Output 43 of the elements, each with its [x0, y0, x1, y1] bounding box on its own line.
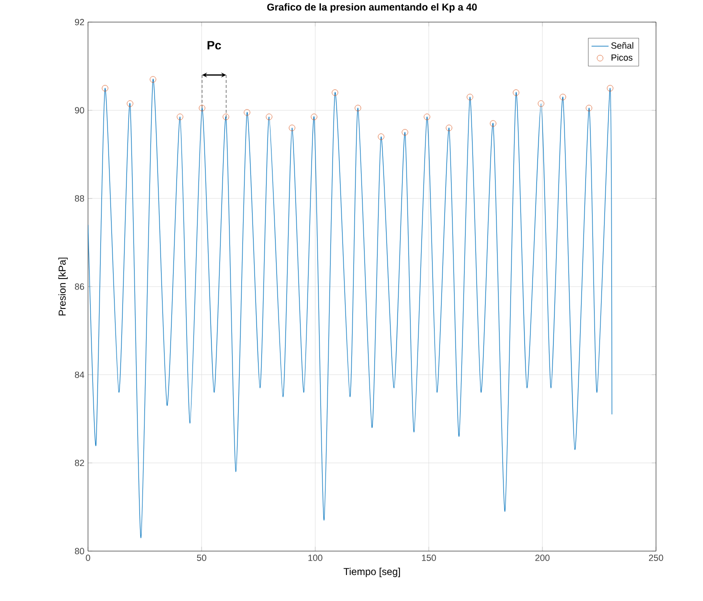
- point: [288, 124, 296, 132]
- x-tick-label: 250: [648, 554, 664, 561]
- point: [354, 104, 362, 112]
- point: [310, 114, 318, 120]
- x-tick-label: 0: [86, 554, 90, 561]
- point: [150, 76, 156, 83]
- point: [222, 114, 230, 120]
- point: [446, 124, 452, 132]
- y-tick-label: 80: [74, 548, 84, 554]
- point: [266, 114, 272, 120]
- point: [538, 100, 544, 107]
- point: [244, 109, 250, 116]
- legend-label: Picos: [612, 54, 632, 61]
- y-tick-label: 92: [74, 18, 84, 26]
- annotation: Pc: [208, 41, 222, 50]
- point: [512, 89, 520, 96]
- point: [466, 94, 474, 100]
- point: [402, 129, 408, 136]
- point: [424, 114, 430, 120]
- point: [490, 120, 496, 127]
- y-tick-label: 86: [74, 283, 84, 290]
- y-tick-label: 88: [74, 195, 84, 202]
- y-axis-title: Presion [kPa]: [58, 258, 68, 316]
- point: [102, 84, 108, 92]
- x-axis-title: Tiempo [seg]: [344, 568, 400, 578]
- point: [560, 94, 566, 100]
- point: [198, 104, 206, 112]
- point: [586, 104, 592, 112]
- point: [606, 84, 614, 92]
- point: [126, 100, 134, 107]
- line-series: [88, 79, 612, 538]
- y-tick-label: 82: [74, 460, 84, 466]
- y-tick-label: 84: [74, 372, 84, 378]
- x-tick-label: 200: [535, 554, 550, 561]
- point: [176, 114, 184, 120]
- chart-title: Grafico de la presion aumentando el Kp a 40: [267, 3, 477, 13]
- legend-label: Señal: [611, 42, 634, 49]
- point: [378, 133, 384, 140]
- x-tick-label: 150: [422, 554, 436, 561]
- y-tick-label: 90: [74, 107, 84, 114]
- x-tick-label: 50: [196, 554, 206, 561]
- x-tick-label: 100: [308, 554, 322, 561]
- point: [332, 89, 338, 96]
